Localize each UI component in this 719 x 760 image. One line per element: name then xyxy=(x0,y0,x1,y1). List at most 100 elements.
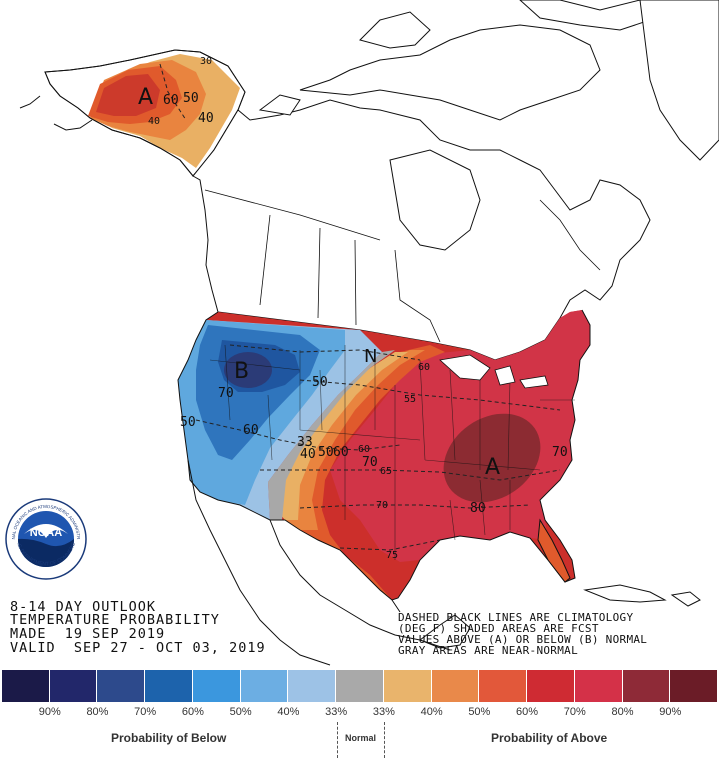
normal-letter: N xyxy=(364,346,377,367)
arctic-islands xyxy=(299,24,601,121)
near-normal xyxy=(268,350,395,520)
note-line-4: GRAY AREAS ARE NEAR-NORMAL xyxy=(398,644,578,657)
contour-label: 75 xyxy=(386,550,398,561)
alaska-above-letter: A xyxy=(138,85,153,110)
legend-swatch xyxy=(288,670,337,702)
legend-swatch xyxy=(49,670,98,702)
contour-label: 60 xyxy=(163,93,179,108)
legend-percent-label: 80% xyxy=(86,706,109,718)
florida xyxy=(537,518,571,583)
legend-swatch xyxy=(240,670,289,702)
contour-label: 33 xyxy=(297,435,313,450)
legend-color-bar xyxy=(2,670,719,702)
contour-label: 55 xyxy=(404,394,416,405)
state-borders xyxy=(209,344,575,560)
legend-swatch xyxy=(2,670,50,702)
legend-divider-right xyxy=(384,722,385,758)
outlook-map: 60 50 40 30 40 70 60 50 50 33 40 50 60 6… xyxy=(19,0,719,666)
legend-percent-label: 80% xyxy=(611,706,634,718)
contour-label: 80 xyxy=(470,501,486,516)
contour-label: 50 xyxy=(183,91,199,106)
contour-label: 70 xyxy=(552,445,568,460)
arctic-island-2 xyxy=(359,11,431,49)
contour-label: 50 xyxy=(312,375,328,390)
aleutian-chain xyxy=(19,95,93,131)
greenland xyxy=(639,0,719,161)
legend-percent-label: 60% xyxy=(516,706,539,718)
legend-percent-label: 90% xyxy=(38,706,61,718)
note-line-2: (DEG F) SHADED AREAS ARE FCST xyxy=(398,622,599,635)
legend-swatch xyxy=(622,670,671,702)
contour-label: 60 xyxy=(358,444,370,455)
legend-percent-label: 70% xyxy=(563,706,586,718)
contour-label: 70 xyxy=(218,386,234,401)
alaska-shade-70 xyxy=(96,74,160,116)
hispaniola xyxy=(670,591,701,607)
contour-label: 50 xyxy=(180,415,196,430)
conus-coast xyxy=(177,309,591,601)
climatology-line xyxy=(159,63,187,121)
conus-region xyxy=(177,309,591,601)
legend-percent-label: 40% xyxy=(420,706,443,718)
legend-swatch xyxy=(145,670,193,702)
hudson-bay xyxy=(389,149,481,251)
province-borders xyxy=(204,189,441,343)
yucatan xyxy=(418,614,471,649)
legend-swatch xyxy=(192,670,241,702)
shade-below-80 xyxy=(224,352,272,388)
noaa-logo-text: NOAA xyxy=(30,527,62,539)
legend-swatch xyxy=(97,670,146,702)
canada-region xyxy=(192,0,651,361)
legend-swatch xyxy=(431,670,480,702)
legend-percent-label: 40% xyxy=(277,706,300,718)
cuba xyxy=(583,584,667,603)
contour-label: 60 xyxy=(333,445,349,460)
contour-label: 30 xyxy=(200,56,212,67)
contour-label: 50 xyxy=(318,445,334,460)
legend-divider-left xyxy=(337,722,338,758)
note-line-3: VALUES ABOVE (A) OR BELOW (B) NORMAL xyxy=(398,633,648,646)
category-letters: A B A N xyxy=(138,85,500,480)
legend-percent-label: 33% xyxy=(372,706,395,718)
note-line-1: DASHED BLACK LINES ARE CLIMATOLOGY xyxy=(398,611,634,624)
legend-percent-label: 50% xyxy=(468,706,491,718)
legend-percent-label: 90% xyxy=(659,706,682,718)
shade-above-60 xyxy=(285,345,445,600)
west-below-letter: B xyxy=(234,359,249,384)
legend-above-caption: Probability of Above xyxy=(491,731,608,745)
outlook-title: 8-14 DAY OUTLOOK xyxy=(10,599,157,615)
legend-swatch xyxy=(336,670,384,702)
east-above-letter: A xyxy=(485,455,500,480)
noaa-logo: NOAA NATIONAL OCEANIC AND ATMOSPHERIC AD… xyxy=(3,494,87,584)
legend-swatch xyxy=(670,670,719,702)
legend-normal-caption: Normal xyxy=(345,733,377,743)
shade-above-40 xyxy=(272,352,408,520)
legend-swatch xyxy=(527,670,575,702)
legend-percent-label: 50% xyxy=(229,706,252,718)
labrador xyxy=(539,199,601,271)
contour-labels: 60 50 40 30 40 70 60 50 50 33 40 50 60 6… xyxy=(148,56,568,561)
contour-label: 40 xyxy=(300,447,316,462)
arctic-island-3 xyxy=(258,94,301,116)
outlook-variable: TEMPERATURE PROBABILITY xyxy=(10,612,220,628)
contour-label: 40 xyxy=(198,111,214,126)
legend-percent-label: 33% xyxy=(325,706,348,718)
legend-swatch xyxy=(574,670,623,702)
arctic-island-4 xyxy=(519,0,651,31)
shade-above-80 xyxy=(443,413,541,503)
contour-label: 70 xyxy=(362,455,378,470)
contour-label: 40 xyxy=(148,116,160,127)
legend-below-caption: Probability of Below xyxy=(111,731,227,745)
alaska-region xyxy=(19,49,246,177)
valid-date: VALID SEP 27 - OCT 03, 2019 xyxy=(10,640,266,656)
contour-label: 60 xyxy=(243,423,259,438)
mexico-outline xyxy=(187,459,451,666)
climatology-lines xyxy=(195,344,561,551)
contour-label: 70 xyxy=(376,500,388,511)
legend-swatch xyxy=(383,670,432,702)
legend-percent-label: 60% xyxy=(181,706,204,718)
great-lakes xyxy=(439,354,549,389)
contour-label: 65 xyxy=(380,466,392,477)
legend-percent-label: 70% xyxy=(134,706,157,718)
made-date: MADE 19 SEP 2019 xyxy=(10,626,166,642)
